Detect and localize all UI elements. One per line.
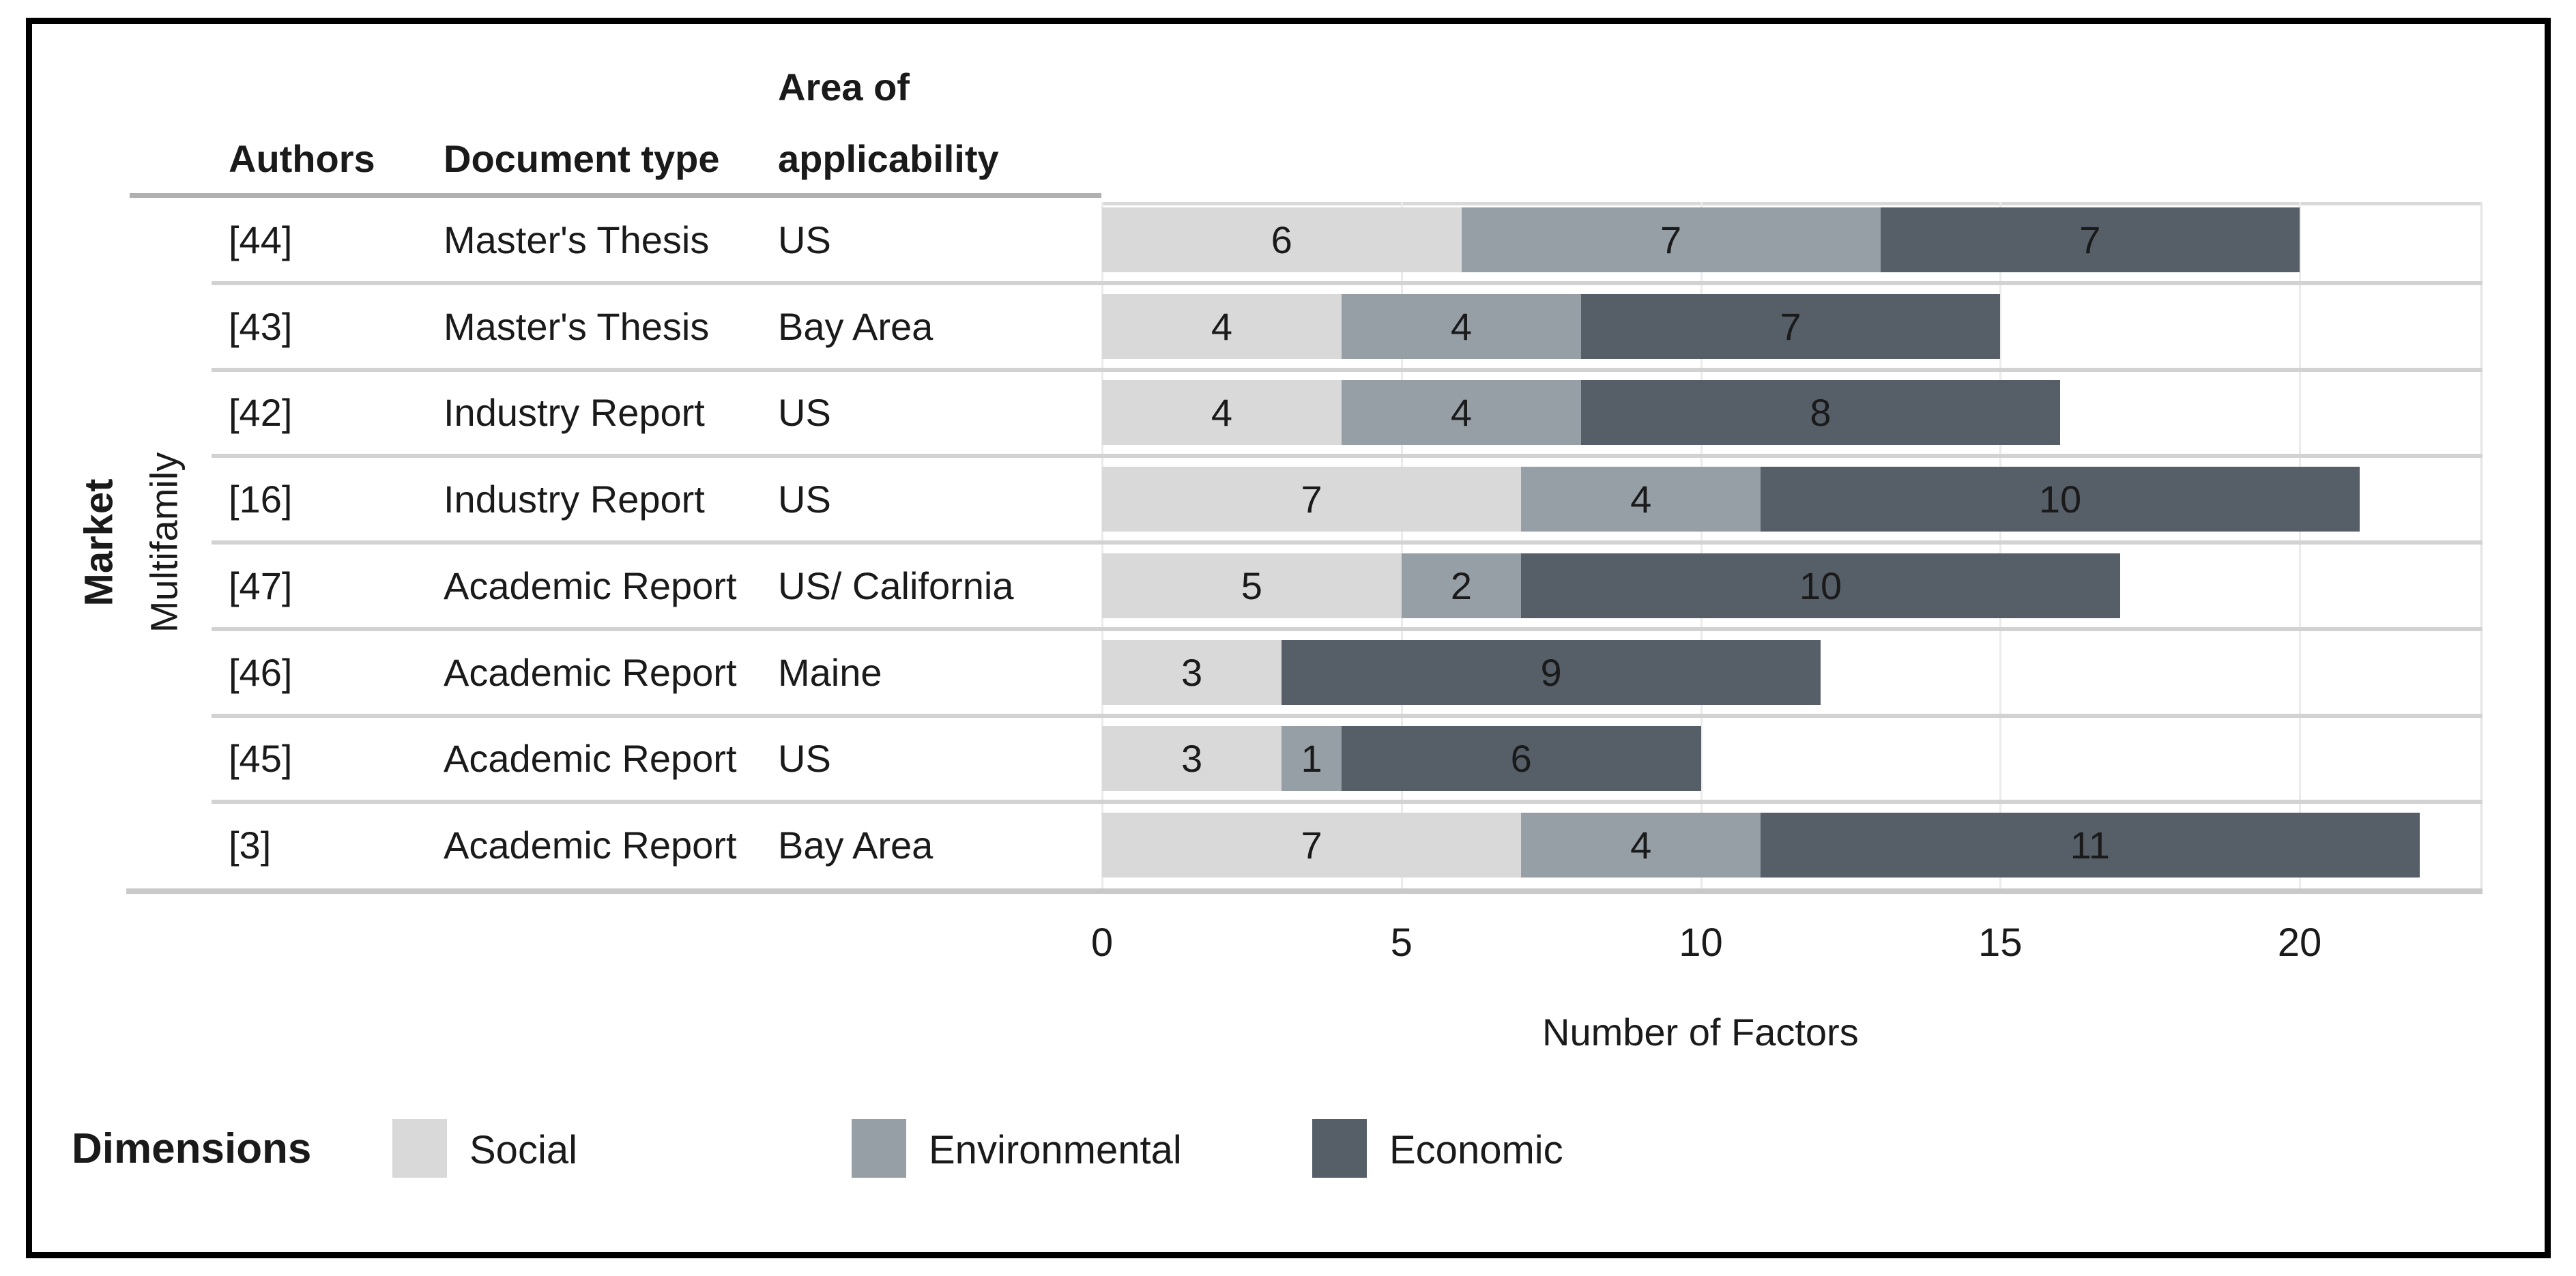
- bar-segment-economic: 6: [1342, 726, 1701, 792]
- bar-segment-economic: 7: [1581, 293, 2001, 359]
- plot-top-edge: [1102, 202, 2483, 205]
- bar-segment-environmental: 4: [1521, 813, 1761, 878]
- cell-area: US: [778, 737, 831, 781]
- row-separator: [212, 280, 2483, 285]
- x-tick-label: 0: [1090, 920, 1114, 965]
- x-tick-label: 10: [1679, 920, 1723, 965]
- bar-segment-social: 5: [1102, 553, 1402, 618]
- row-separator: [212, 713, 2483, 718]
- cell-document-type: Master's Thesis: [444, 218, 710, 261]
- cell-area: Maine: [778, 650, 882, 694]
- legend-title: Dimensions: [72, 1125, 312, 1172]
- cell-authors: [46]: [229, 650, 293, 694]
- table-row: [3] Academic Report Bay Area 7 4 11: [0, 802, 2576, 888]
- legend-swatch-social: [392, 1119, 447, 1178]
- table-row: [45] Academic Report US 3 1 6: [0, 716, 2576, 802]
- bar-segment-economic: 7: [1880, 207, 2300, 272]
- header-underline: [130, 193, 1101, 198]
- bar-segment-environmental: 4: [1342, 380, 1581, 446]
- cell-document-type: Academic Report: [444, 824, 737, 867]
- column-header-area-line1: Area of: [778, 66, 910, 108]
- table-row: [47] Academic Report US/ California 5 2 10: [0, 542, 2576, 629]
- bar-segment-economic: 8: [1581, 380, 2060, 446]
- cell-area: Bay Area: [778, 824, 934, 867]
- row-separator: [212, 626, 2483, 631]
- bar-segment-environmental: 7: [1461, 207, 1881, 272]
- cell-document-type: Industry Report: [444, 478, 705, 521]
- table-row: [42] Industry Report US 4 4 8: [0, 370, 2576, 456]
- table-row: [46] Academic Report Maine 3 9: [0, 629, 2576, 716]
- table-row: [43] Master's Thesis Bay Area 4 4 7: [0, 283, 2576, 370]
- gridline: [1101, 202, 1103, 891]
- legend-label-economic: Economic: [1389, 1128, 1563, 1172]
- cell-authors: [42]: [229, 391, 293, 435]
- stacked-bar: 7 4 10: [1102, 467, 2360, 532]
- gridline: [1999, 202, 2002, 891]
- row-separator: [212, 367, 2483, 372]
- cell-area: US: [778, 391, 831, 435]
- bar-segment-environmental: 1: [1282, 726, 1342, 792]
- x-tick-label: 15: [1978, 920, 2023, 965]
- cell-authors: [45]: [229, 737, 293, 781]
- cell-document-type: Master's Thesis: [444, 304, 710, 348]
- gridline: [1400, 202, 1403, 891]
- x-axis-title: Number of Factors: [1542, 1011, 1859, 1054]
- cell-authors: [44]: [229, 218, 293, 261]
- bar-segment-economic: 10: [1761, 467, 2360, 532]
- cell-area: US/ California: [778, 564, 1014, 607]
- row-separator: [212, 800, 2483, 804]
- column-header-area-line2: applicability: [778, 137, 999, 180]
- table-row: [16] Industry Report US 7 4 10: [0, 456, 2576, 542]
- row-separator: [212, 540, 2483, 545]
- x-tick-label: 5: [1390, 920, 1413, 965]
- stacked-bar: 7 4 11: [1102, 813, 2420, 878]
- bar-segment-social: 4: [1102, 293, 1342, 359]
- legend-label-environmental: Environmental: [929, 1128, 1182, 1172]
- table-row: [44] Master's Thesis US 6 7 7: [0, 197, 2576, 283]
- column-header-authors: Authors: [229, 137, 375, 180]
- cell-document-type: Industry Report: [444, 391, 705, 435]
- cell-authors: [3]: [229, 824, 272, 867]
- cell-document-type: Academic Report: [444, 564, 737, 607]
- bar-segment-social: 4: [1102, 380, 1342, 446]
- bar-segment-economic: 9: [1282, 639, 1821, 705]
- cell-authors: [47]: [229, 564, 293, 607]
- cell-document-type: Academic Report: [444, 650, 737, 694]
- row-separator: [212, 454, 2483, 459]
- stacked-bar: 5 2 10: [1102, 553, 2120, 618]
- bar-segment-social: 3: [1102, 726, 1282, 792]
- legend-swatch-environmental: [852, 1119, 906, 1178]
- table-bottom-line: [126, 888, 2483, 894]
- cell-area: Bay Area: [778, 304, 934, 348]
- bar-segment-environmental: 4: [1342, 293, 1581, 359]
- bar-segment-social: 7: [1102, 467, 1522, 532]
- bar-segment-economic: 10: [1521, 553, 2120, 618]
- gridline: [2299, 202, 2301, 891]
- legend-label-social: Social: [469, 1128, 577, 1172]
- x-tick-label: 20: [2277, 920, 2322, 965]
- bar-segment-environmental: 4: [1521, 467, 1761, 532]
- bar-segment-economic: 11: [1761, 813, 2420, 878]
- legend-swatch-economic: [1312, 1119, 1367, 1178]
- cell-authors: [16]: [229, 478, 293, 521]
- market-axis-label: Market: [76, 478, 121, 607]
- bar-segment-social: 3: [1102, 639, 1282, 705]
- cell-area: US: [778, 218, 831, 261]
- bar-segment-social: 6: [1102, 207, 1462, 272]
- multifamily-axis-label: Multifamily: [142, 452, 186, 633]
- cell-area: US: [778, 478, 831, 521]
- bar-segment-environmental: 2: [1401, 553, 1522, 618]
- cell-authors: [43]: [229, 304, 293, 348]
- cell-document-type: Academic Report: [444, 737, 737, 781]
- column-header-document-type: Document type: [444, 137, 720, 180]
- plot-right-edge: [2480, 202, 2483, 891]
- bar-segment-social: 7: [1102, 813, 1522, 878]
- gridline: [1700, 202, 1703, 891]
